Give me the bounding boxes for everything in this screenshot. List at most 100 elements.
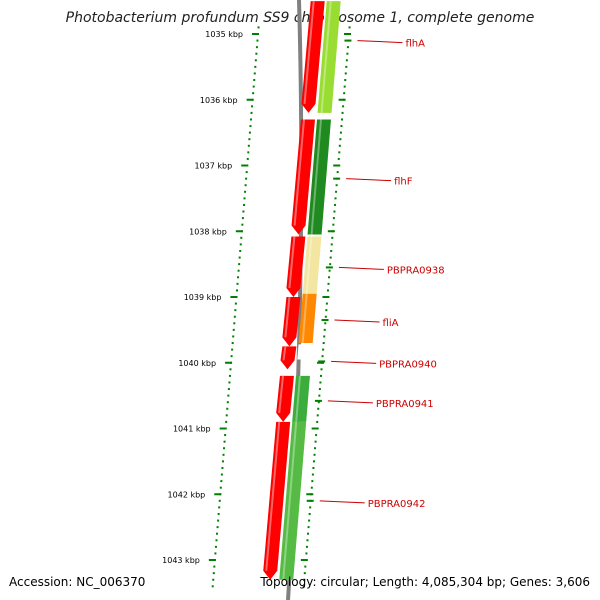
minor-tick-dot	[312, 460, 315, 463]
gene-tick-mark	[314, 399, 322, 402]
minor-tick-dot	[237, 269, 240, 272]
minor-tick-dot	[223, 440, 226, 443]
minor-tick-dot	[344, 79, 347, 82]
minor-tick-dot	[240, 236, 243, 239]
minor-tick-dot	[256, 39, 259, 42]
forward-strand-features	[263, 1, 325, 580]
minor-tick-dot	[343, 92, 346, 95]
minor-tick-dot	[333, 210, 336, 213]
minor-tick-dot	[247, 144, 250, 147]
minor-tick-dot	[232, 328, 235, 331]
minor-tick-dot	[249, 125, 252, 128]
minor-tick-dot	[335, 184, 338, 187]
minor-tick-dot	[214, 552, 217, 555]
minor-tick-dot	[229, 368, 232, 371]
gene-label: PBPRA0938	[387, 265, 445, 276]
minor-tick-dot	[321, 355, 324, 358]
forward-cds-highlight	[278, 375, 284, 414]
minor-tick-dot	[232, 335, 235, 338]
major-tick-left	[208, 559, 216, 561]
minor-tick-dot	[224, 434, 227, 437]
minor-tick-dot	[227, 388, 230, 391]
gene-bar	[317, 1, 341, 113]
minor-tick-dot	[243, 197, 246, 200]
minor-tick-dot	[222, 453, 225, 456]
gene-label-connector	[334, 319, 380, 323]
minor-tick-dot	[308, 512, 311, 515]
minor-tick-dot	[307, 532, 310, 535]
minor-tick-dot	[331, 236, 334, 239]
forward-cds-arrow	[286, 236, 306, 297]
forward-cds-highlight	[265, 421, 281, 571]
gene-bar-shade	[310, 119, 322, 235]
minor-tick-dot	[226, 401, 229, 404]
minor-tick-dot	[332, 217, 335, 220]
gene-bar	[297, 344, 313, 360]
minor-tick-dot	[214, 545, 217, 548]
forward-cds-arrow	[301, 1, 325, 113]
minor-tick-dot	[255, 46, 258, 49]
minor-tick-dot	[228, 381, 231, 384]
minor-tick-dot	[228, 374, 231, 377]
gene-label-connector	[357, 40, 403, 44]
minor-tick-dot	[337, 157, 340, 160]
tick-label: 1043 kbp	[162, 556, 200, 565]
minor-tick-dot	[307, 526, 310, 529]
minor-tick-dot	[221, 466, 224, 469]
gene-label: PBPRA0940	[379, 359, 437, 370]
gene-bar	[307, 119, 331, 235]
major-tick-left	[219, 427, 227, 430]
gene-label-connector	[319, 500, 365, 504]
minor-tick-dot	[345, 59, 348, 62]
minor-tick-dot	[311, 480, 314, 483]
minor-tick-dot	[312, 466, 315, 469]
gene-label: fliA	[383, 318, 399, 329]
forward-cds-highlight	[288, 236, 296, 289]
minor-tick-dot	[317, 407, 320, 410]
minor-tick-dot	[322, 348, 325, 351]
minor-tick-dot	[330, 249, 333, 252]
minor-tick-dot	[338, 151, 341, 154]
minor-tick-dot	[342, 105, 345, 108]
minor-tick-dot	[245, 177, 248, 180]
major-tick-left	[230, 296, 238, 298]
minor-tick-dot	[327, 282, 330, 285]
minor-tick-dot	[314, 447, 317, 450]
tick-label: 1038 kbp	[189, 227, 227, 236]
minor-tick-dot	[344, 72, 347, 75]
major-tick-right	[300, 559, 308, 561]
major-tick-right	[333, 164, 341, 167]
gene-tick-mark	[333, 177, 341, 180]
minor-tick-dot	[215, 539, 218, 542]
gene-bar	[298, 293, 317, 344]
gene-label-connector	[338, 266, 384, 270]
tick-label: 1035 kbp	[205, 30, 243, 39]
minor-tick-dot	[244, 184, 247, 187]
gene-bar	[292, 375, 310, 422]
minor-tick-dot	[246, 157, 249, 160]
minor-tick-dot	[332, 223, 335, 226]
minor-tick-dot	[302, 585, 305, 588]
minor-tick-dot	[253, 72, 256, 75]
major-tick-right	[317, 361, 325, 364]
minor-tick-dot	[254, 65, 257, 68]
minor-tick-dot	[311, 473, 314, 476]
gene-bar-shade	[300, 344, 304, 360]
forward-cds-arrow	[263, 421, 291, 580]
minor-tick-dot	[255, 52, 258, 55]
gene-tick-mark	[321, 319, 329, 322]
minor-tick-dot	[333, 203, 336, 206]
tick-label: 1037 kbp	[195, 162, 233, 171]
minor-tick-dot	[303, 578, 306, 581]
minor-tick-dot	[211, 585, 214, 588]
minor-tick-dot	[244, 190, 247, 193]
minor-tick-dot	[304, 565, 307, 568]
minor-tick-dot	[231, 348, 234, 351]
minor-tick-dot	[225, 414, 228, 417]
minor-tick-dot	[253, 79, 256, 82]
minor-tick-dot	[221, 460, 224, 463]
gene-tick-mark	[318, 360, 326, 363]
minor-tick-dot	[340, 118, 343, 121]
minor-tick-dot	[220, 480, 223, 483]
major-tick-right	[338, 98, 346, 101]
